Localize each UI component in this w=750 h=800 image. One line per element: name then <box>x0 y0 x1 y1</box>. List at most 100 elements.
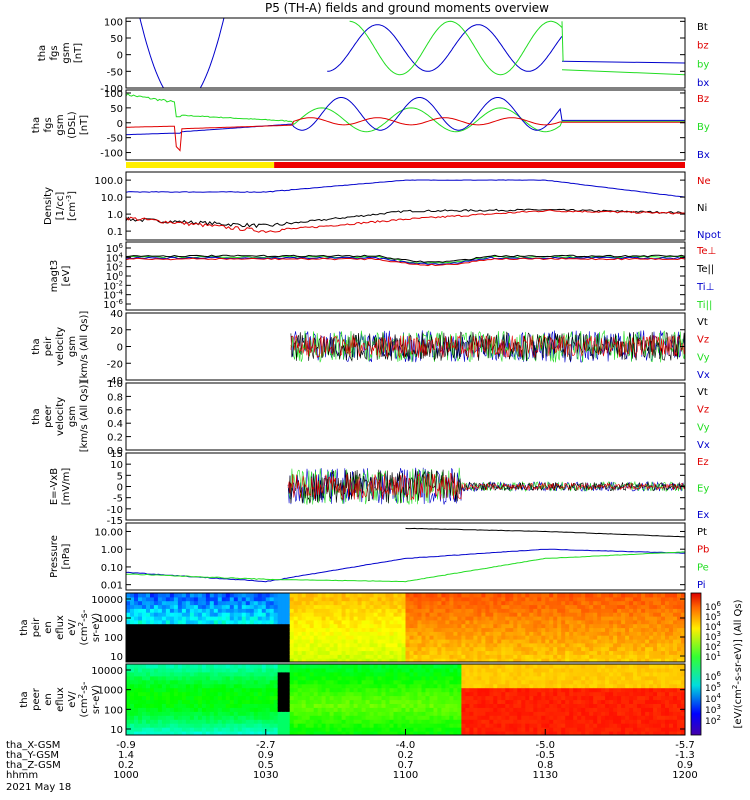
spectrogram-cell <box>553 600 558 606</box>
spectrogram-cell <box>205 596 211 602</box>
spectrogram-cell <box>573 671 578 677</box>
spectrogram-cell <box>405 658 411 662</box>
spectrogram-cell <box>293 635 299 640</box>
spectrogram-cell <box>365 687 371 693</box>
spectrogram-cell <box>237 593 243 598</box>
spectrogram-cell <box>501 687 506 693</box>
spectrogram-cell <box>150 671 155 677</box>
spectrogram-cell <box>581 658 586 662</box>
spectrogram-cell <box>461 639 466 644</box>
spectrogram-cell <box>533 719 538 724</box>
spectrogram-cell <box>529 723 534 728</box>
spectrogram-cell <box>577 715 582 720</box>
spectrogram-cell <box>541 593 546 598</box>
spectrogram-cell <box>569 679 574 685</box>
spectrogram-cell <box>309 731 315 735</box>
spectrogram-cell <box>429 639 435 644</box>
spectrogram-cell <box>138 642 143 648</box>
legend-entry: Pe <box>697 562 709 573</box>
legend-entry: Vt <box>697 387 708 398</box>
spectrogram-cell <box>421 616 427 621</box>
spectrogram-cell <box>126 604 131 609</box>
spectrogram-cell <box>661 639 666 644</box>
spectrogram-cell <box>165 608 171 613</box>
spectrogram-cell <box>609 639 614 644</box>
spectrogram-cell <box>138 727 143 732</box>
spectrogram-cell <box>329 731 335 735</box>
spectrogram-cell <box>477 687 482 693</box>
spectrogram-cell <box>401 695 407 701</box>
spectrogram-cell <box>605 711 610 716</box>
spectrogram-cell <box>213 664 219 669</box>
spectrogram-cell <box>293 723 299 728</box>
spectrogram-cell <box>161 699 167 704</box>
spectrogram-cell <box>321 687 327 693</box>
spectrogram-cell <box>437 627 442 632</box>
spectrogram-cell <box>481 719 486 724</box>
spectrogram-cell <box>173 691 179 697</box>
spectrogram-cell <box>177 719 183 724</box>
spectrogram-cell <box>673 593 678 598</box>
spectrogram-cell <box>641 639 646 644</box>
spectrogram-cell <box>285 612 291 617</box>
spectrogram-cell <box>193 679 199 685</box>
spectrogram-cell <box>225 596 231 602</box>
spectrogram-cell <box>409 695 415 701</box>
spectrogram-cell <box>577 671 582 677</box>
spectrogram-cell <box>369 699 375 704</box>
spectrogram-cell <box>553 667 558 673</box>
spectrogram-cell <box>465 664 470 669</box>
spectrogram-cell <box>677 596 682 602</box>
spectrogram-cell <box>677 631 682 636</box>
spectrogram-cell <box>377 646 383 652</box>
spectrogram-cell <box>153 642 159 648</box>
spectrogram-cell <box>505 658 510 662</box>
spectrogram-cell <box>621 593 626 598</box>
spectrogram-cell <box>277 612 283 617</box>
spectrogram-cell <box>465 723 470 728</box>
spectrogram-cell <box>177 654 183 659</box>
spectrogram-cell <box>249 675 255 681</box>
spectrogram-cell <box>265 639 271 644</box>
spectrogram-cell <box>197 671 203 677</box>
spectrogram-cell <box>185 604 191 609</box>
spectrogram-cell <box>297 600 303 606</box>
spectrogram-cell <box>157 658 163 662</box>
spectrogram-cell <box>313 650 319 655</box>
spectrogram-cell <box>461 675 466 681</box>
spectrogram-cell <box>673 608 678 613</box>
spectrogram-cell <box>505 654 510 659</box>
spectrogram-cell <box>613 699 618 704</box>
spectrogram-cell <box>665 631 670 636</box>
spectrogram-cell <box>545 711 550 716</box>
spectrogram-cell <box>337 593 343 598</box>
spectrogram-cell <box>357 727 363 732</box>
spectrogram-cell <box>481 650 486 655</box>
spectrogram-cell <box>165 658 171 662</box>
spectrogram-cell <box>569 675 574 681</box>
spectrogram-cell <box>237 691 243 697</box>
spectrogram-cell <box>541 639 546 644</box>
spectrogram-cell <box>361 593 367 598</box>
spectrogram-cell <box>209 608 215 613</box>
spectrogram-cell <box>169 623 175 629</box>
spectrogram-cell <box>189 619 195 625</box>
spectrogram-cell <box>249 707 255 712</box>
spectrogram-cell <box>553 627 558 632</box>
spectrogram-cell <box>169 596 175 602</box>
spectrogram-cell <box>429 600 435 606</box>
spectrogram-cell <box>365 679 371 685</box>
spectrogram-cell <box>333 623 339 629</box>
spectrogram-cell <box>525 639 530 644</box>
spectrogram-cell <box>189 711 195 716</box>
spectrogram-cell <box>213 679 219 685</box>
spectrogram-cell <box>553 635 558 640</box>
spectrogram-cell <box>525 664 530 669</box>
spectrogram-cell <box>229 727 235 732</box>
spectrogram-cell <box>377 723 383 728</box>
spectrogram-cell <box>529 658 534 662</box>
spectrogram-cell <box>181 612 187 617</box>
spectrogram-cell <box>421 664 427 669</box>
spectrogram-cell <box>473 691 478 697</box>
spectrogram-cell <box>353 683 359 689</box>
